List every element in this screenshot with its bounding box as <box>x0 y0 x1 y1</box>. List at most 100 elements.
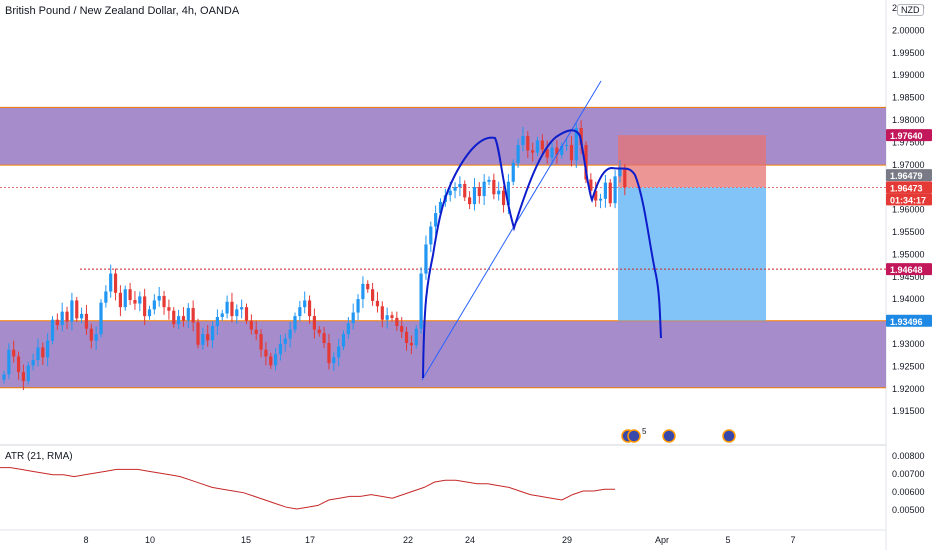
candle-up <box>293 316 297 330</box>
price-tick-label: 1.93000 <box>892 339 925 349</box>
candle-down <box>526 136 530 151</box>
atr-tick-label: 0.00500 <box>892 505 925 515</box>
candle-down <box>259 334 263 350</box>
candle-up <box>550 147 554 158</box>
stop-loss-zone <box>618 135 766 188</box>
time-tick-label: 7 <box>790 535 795 545</box>
candle-up <box>147 309 152 317</box>
time-tick-label: 15 <box>241 535 251 545</box>
candle-down <box>594 190 598 201</box>
candle-down <box>55 319 59 326</box>
candle-up <box>215 317 219 326</box>
candle-up <box>46 340 50 358</box>
candle-down <box>264 349 268 357</box>
candle-down <box>128 289 132 300</box>
candle-up <box>472 187 477 205</box>
candle-up <box>511 162 515 182</box>
candle-up <box>50 319 55 341</box>
candle-down <box>244 307 249 321</box>
candle-down <box>65 311 69 322</box>
candle-up <box>346 323 350 335</box>
time-tick-label: 29 <box>562 535 572 545</box>
price-label-box <box>886 193 932 206</box>
price-label: 1.93496 <box>890 317 923 327</box>
atr-line <box>0 467 615 510</box>
candle-down <box>584 144 588 180</box>
candle-down <box>167 307 171 311</box>
candle-down <box>191 308 195 323</box>
price-tick-label: 1.98000 <box>892 115 925 125</box>
candle-up <box>94 334 98 341</box>
price-tick-label: 1.94500 <box>892 272 925 282</box>
candle-up <box>341 334 346 347</box>
candle-down <box>307 300 312 317</box>
time-tick-label: 22 <box>403 535 413 545</box>
price-tick-label: 1.94000 <box>892 294 925 304</box>
candle-down <box>463 183 467 198</box>
head-and-shoulders-pattern <box>422 129 662 379</box>
candle-up <box>337 346 341 358</box>
candle-up <box>31 360 35 366</box>
candle-down <box>400 325 404 332</box>
candle-down <box>317 329 321 334</box>
candle-up <box>618 169 622 177</box>
candle-up <box>429 226 433 245</box>
candle-up <box>516 144 520 163</box>
candle-down <box>12 349 16 357</box>
candle-down <box>380 306 384 320</box>
candle-up <box>80 313 84 319</box>
candle-down <box>181 316 186 321</box>
candle-up <box>332 357 336 364</box>
candle-up <box>225 301 229 314</box>
candle-down <box>623 169 627 188</box>
candle-up <box>288 329 292 339</box>
candle-down <box>531 150 535 153</box>
candle-down <box>89 328 93 341</box>
event-count-badge: 5 <box>642 427 647 436</box>
candle-down <box>569 144 574 161</box>
currency-button[interactable]: NZD <box>897 4 924 16</box>
candle-down <box>492 179 496 195</box>
candle-down <box>249 320 253 330</box>
price-tick-label: 1.97500 <box>892 137 925 147</box>
price-tick-label: 1.97000 <box>892 160 925 170</box>
candle-up <box>453 187 457 191</box>
candle-up <box>361 283 365 300</box>
candle-down <box>143 296 147 317</box>
time-tick-label: 24 <box>465 535 475 545</box>
candle-up <box>186 308 190 321</box>
candle-up <box>419 273 423 329</box>
candle-down <box>206 334 210 341</box>
candle-up <box>210 325 215 341</box>
candle-up <box>60 311 64 326</box>
candle-up <box>99 302 103 335</box>
event-icon <box>662 429 676 443</box>
candle-up <box>424 244 428 274</box>
candle-up <box>278 343 283 355</box>
candle-down <box>84 313 89 329</box>
candle-down <box>196 322 200 345</box>
price-tick-label: 1.91500 <box>892 406 925 416</box>
candle-up <box>414 328 418 346</box>
candle-up <box>36 347 40 361</box>
candle-up <box>521 136 525 145</box>
candle-down <box>395 317 399 326</box>
candle-up <box>157 295 161 301</box>
candle-down <box>230 301 234 317</box>
price-label: 01:34:17 <box>890 195 926 205</box>
candle-up <box>7 349 11 375</box>
atr-indicator-label: ATR (21, RMA) <box>5 451 73 462</box>
candle-down <box>468 197 472 205</box>
candle-up <box>356 299 360 313</box>
candle-down <box>608 182 612 204</box>
candle-up <box>138 296 142 304</box>
candle-down <box>16 356 21 373</box>
candle-down <box>172 310 176 325</box>
price-label-box <box>886 169 932 182</box>
price-label: 1.96473 <box>890 183 923 193</box>
candle-up <box>177 316 181 325</box>
candle-up <box>235 309 239 317</box>
candle-down <box>589 179 593 191</box>
price-tick-label: 1.96000 <box>892 205 925 215</box>
